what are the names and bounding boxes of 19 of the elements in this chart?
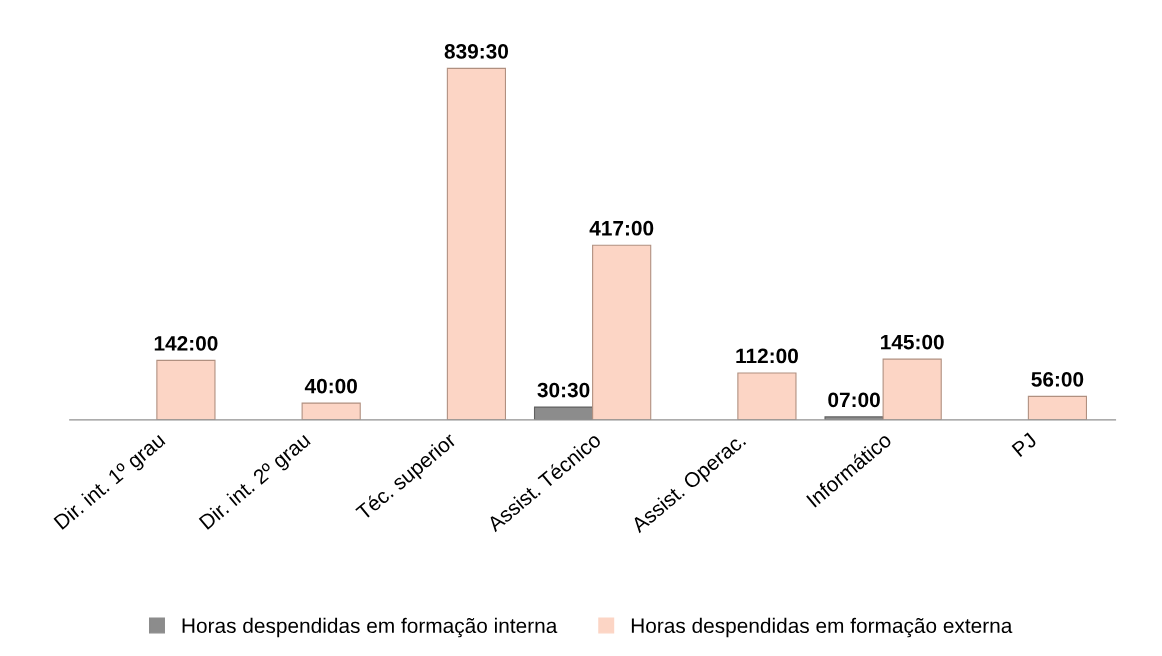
data-label: 142:00 bbox=[154, 335, 218, 351]
data-label: 40:00 bbox=[304, 378, 357, 394]
bar bbox=[1027, 395, 1088, 420]
bar bbox=[882, 358, 942, 420]
bar bbox=[156, 359, 216, 420]
data-label: 839:30 bbox=[444, 43, 508, 59]
data-label: 07:00 bbox=[828, 392, 880, 408]
legend-label: Horas despendidas em formação interna bbox=[182, 617, 558, 638]
legend-label: Horas despendidas em formação externa bbox=[631, 617, 1013, 638]
data-label: 112:00 bbox=[736, 348, 798, 364]
bar bbox=[446, 67, 507, 420]
data-label: 145:00 bbox=[881, 334, 944, 350]
data-label: 56:00 bbox=[1031, 371, 1084, 387]
data-label: 30:30 bbox=[537, 382, 590, 398]
bar bbox=[737, 372, 797, 420]
x-tick-label: PJ bbox=[1011, 432, 1038, 458]
bar bbox=[592, 244, 652, 420]
bar bbox=[301, 402, 361, 420]
data-label: 417:00 bbox=[589, 220, 654, 236]
